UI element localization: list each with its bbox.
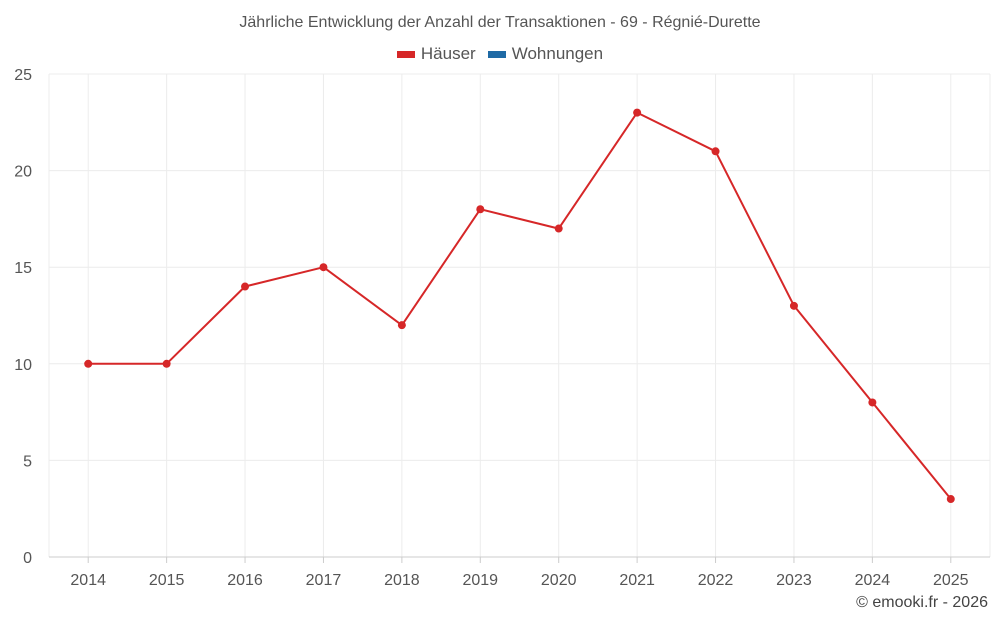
data-point-haeuser-2020 (554, 224, 563, 233)
x-tick-label-2016: 2016 (227, 572, 263, 589)
data-point-haeuser-2021 (633, 108, 642, 117)
y-tick-label-15: 15 (14, 260, 32, 277)
data-point-haeuser-2017 (319, 263, 328, 272)
series-line-haeuser (88, 111, 952, 500)
y-tick-label-10: 10 (14, 357, 32, 374)
y-tick-label-25: 25 (14, 67, 32, 84)
x-tick-label-2021: 2021 (619, 572, 655, 589)
legend-swatch-wohnungen (487, 50, 506, 58)
data-point-haeuser-2019 (476, 205, 485, 214)
legend-item-haeuser[interactable]: Häuser (396, 44, 476, 64)
data-point-haeuser-2025 (946, 495, 955, 504)
x-tick-label-2024: 2024 (855, 572, 891, 589)
legend-label-haeuser: Häuser (420, 44, 476, 63)
x-tick-label-2015: 2015 (149, 572, 185, 589)
x-tick-label-2017: 2017 (306, 572, 342, 589)
data-point-haeuser-2023 (789, 301, 798, 310)
legend-item-wohnungen[interactable]: Wohnungen (487, 44, 604, 64)
data-point-haeuser-2014 (84, 359, 93, 368)
x-tick-label-2025: 2025 (933, 572, 969, 589)
chart-title: Jährliche Entwicklung der Anzahl der Tra… (239, 14, 761, 31)
x-tick-label-2019: 2019 (462, 572, 498, 589)
data-point-haeuser-2018 (397, 321, 406, 330)
data-point-haeuser-2022 (711, 147, 720, 156)
copyright-footer: © emooki.fr - 2026 (856, 594, 988, 611)
x-tick-label-2020: 2020 (541, 572, 577, 589)
y-tick-label-5: 5 (23, 453, 32, 470)
data-point-haeuser-2016 (241, 282, 250, 291)
x-tick-label-2023: 2023 (776, 572, 812, 589)
y-tick-label-0: 0 (23, 550, 32, 567)
x-tick-label-2018: 2018 (384, 572, 420, 589)
x-tick-label-2014: 2014 (70, 572, 106, 589)
legend-swatch-haeuser (396, 50, 415, 58)
legend: Häuser Wohnungen (0, 44, 1000, 64)
y-tick-label-20: 20 (14, 164, 32, 181)
data-point-haeuser-2024 (868, 398, 877, 407)
legend-label-wohnungen: Wohnungen (511, 44, 604, 63)
x-tick-label-2022: 2022 (698, 572, 734, 589)
data-point-haeuser-2015 (162, 359, 171, 368)
